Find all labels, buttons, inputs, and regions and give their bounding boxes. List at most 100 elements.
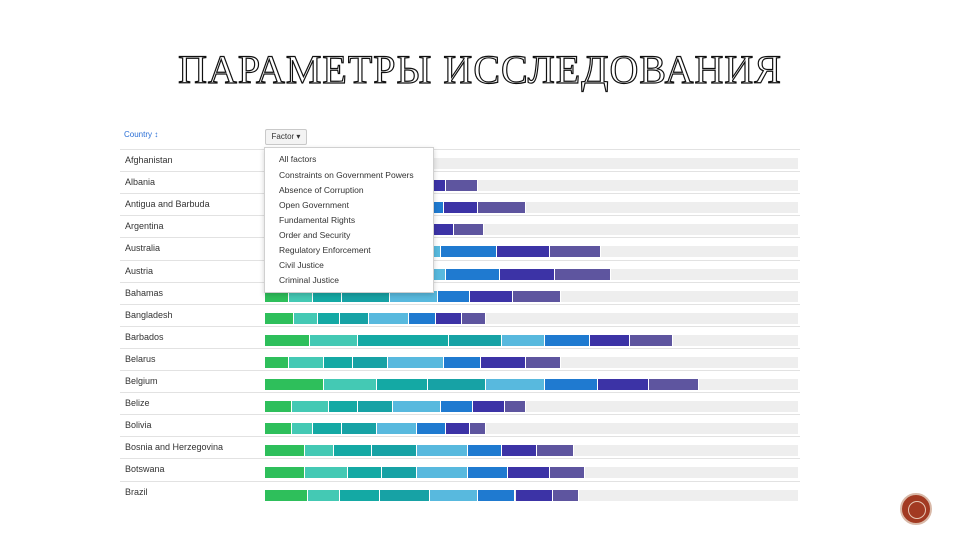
factor-bar-segment[interactable] [392,401,441,413]
factor-bar-segment[interactable] [470,423,487,435]
table-row[interactable]: Afghanistan [120,149,800,172]
factor-bar-segment[interactable] [478,202,527,214]
factor-bar-segment[interactable] [502,445,537,457]
country-sort-header[interactable]: Country ↕ [124,130,159,139]
table-row[interactable]: Belize [120,392,800,415]
table-row[interactable]: Bahamas [120,281,800,305]
factor-bar-segment[interactable] [480,356,527,368]
factor-dropdown-button[interactable]: Factor ▾ [265,129,307,145]
factor-bar-segment[interactable] [515,489,553,501]
factor-bar-segment[interactable] [291,423,313,435]
table-row[interactable]: Antigua and Barbuda [120,193,800,216]
factor-option-criminal-justice[interactable]: Criminal Justice [279,275,339,285]
factor-bar-segment[interactable] [467,445,503,457]
table-row[interactable]: Albania [120,171,800,194]
factor-bar-segment[interactable] [502,334,545,346]
factor-option-corruption[interactable]: Absence of Corruption [279,185,364,195]
table-row[interactable]: Bosnia and Herzegovina [120,436,800,459]
factor-bar-segment[interactable] [368,312,409,324]
factor-bar-segment[interactable] [448,334,503,346]
factor-bar-segment[interactable] [310,334,359,346]
factor-option-constraints[interactable]: Constraints on Government Powers [279,170,414,180]
factor-bar-segment[interactable] [294,312,319,324]
factor-bar-segment[interactable] [496,246,551,258]
factor-bar-segment[interactable] [470,290,513,302]
factor-bar-segment[interactable] [446,268,500,280]
factor-bar-segment[interactable] [318,312,340,324]
factor-bar-segment[interactable] [352,356,388,368]
factor-bar-segment[interactable] [371,445,417,457]
factor-bar-segment[interactable] [462,312,487,324]
factor-bar-segment[interactable] [598,379,649,390]
factor-bar-segment[interactable] [648,379,700,390]
factor-bar-segment[interactable] [454,224,484,236]
factor-bar-segment[interactable] [288,356,324,368]
factor-bar-segment[interactable] [328,401,359,413]
factor-bar-segment[interactable] [390,290,439,302]
factor-bar-segment[interactable] [443,202,479,214]
factor-bar-segment[interactable] [446,423,471,435]
factor-bar-segment[interactable] [312,423,343,435]
table-row[interactable]: Botswana [120,458,800,481]
factor-bar-segment[interactable] [435,312,463,324]
factor-bar-segment[interactable] [387,356,444,368]
factor-bar-segment[interactable] [339,489,380,501]
factor-option-regulatory[interactable]: Regulatory Enforcement [279,245,371,255]
table-row[interactable]: Argentina [120,215,800,238]
factor-bar-segment[interactable] [486,379,545,390]
factor-bar-segment[interactable] [438,290,471,302]
factor-option-civil-justice[interactable]: Civil Justice [279,260,324,270]
factor-bar-segment[interactable] [446,180,479,192]
table-row[interactable]: Bolivia [120,414,800,437]
factor-bar-segment[interactable] [312,290,343,302]
factor-bar-segment[interactable] [323,356,353,368]
factor-bar-segment[interactable] [427,379,487,390]
factor-option-order-security[interactable]: Order and Security [279,230,351,240]
factor-bar-segment[interactable] [265,445,305,457]
table-row[interactable]: Barbados [120,325,800,349]
factor-bar-segment[interactable] [323,379,377,390]
factor-bar-segment[interactable] [265,401,292,413]
factor-bar-segment[interactable] [630,334,673,346]
factor-bar-segment[interactable] [265,467,305,479]
factor-bar-segment[interactable] [304,467,348,479]
factor-bar-segment[interactable] [342,290,391,302]
factor-bar-segment[interactable] [304,445,335,457]
factor-bar-segment[interactable] [342,423,377,435]
table-row[interactable]: Australia [120,237,800,260]
factor-bar-segment[interactable] [555,268,612,280]
factor-bar-segment[interactable] [507,467,551,479]
factor-bar-segment[interactable] [265,379,324,390]
factor-bar-segment[interactable] [265,290,289,302]
factor-bar-segment[interactable] [467,467,508,479]
factor-bar-segment[interactable] [288,290,313,302]
factor-bar-segment[interactable] [504,401,527,413]
factor-bar-segment[interactable] [358,401,393,413]
factor-bar-segment[interactable] [552,489,580,501]
factor-bar-segment[interactable] [291,401,329,413]
factor-bar-segment[interactable] [472,401,505,413]
factor-bar-segment[interactable] [499,268,556,280]
factor-bar-segment[interactable] [339,312,369,324]
factor-bar-segment[interactable] [265,356,289,368]
factor-bar-segment[interactable] [590,334,631,346]
factor-bar-segment[interactable] [358,334,449,346]
table-row[interactable]: Bangladesh [120,303,800,327]
factor-bar-segment[interactable] [536,445,575,457]
factor-bar-segment[interactable] [440,246,497,258]
factor-bar-segment[interactable] [347,467,383,479]
factor-bar-segment[interactable] [416,467,468,479]
factor-bar-segment[interactable] [307,489,340,501]
factor-option-all[interactable]: All factors [279,154,317,164]
factor-bar-segment[interactable] [334,445,372,457]
factor-bar-segment[interactable] [265,489,308,501]
factor-bar-segment[interactable] [526,356,561,368]
table-row[interactable]: Belarus [120,347,800,371]
factor-option-fundamental-rights[interactable]: Fundamental Rights [279,215,356,225]
factor-bar-segment[interactable] [376,423,417,435]
factor-bar-segment[interactable] [478,489,516,501]
factor-bar-segment[interactable] [376,379,428,390]
factor-bar-segment[interactable] [416,445,468,457]
factor-bar-segment[interactable] [443,356,481,368]
factor-bar-segment[interactable] [265,334,311,346]
